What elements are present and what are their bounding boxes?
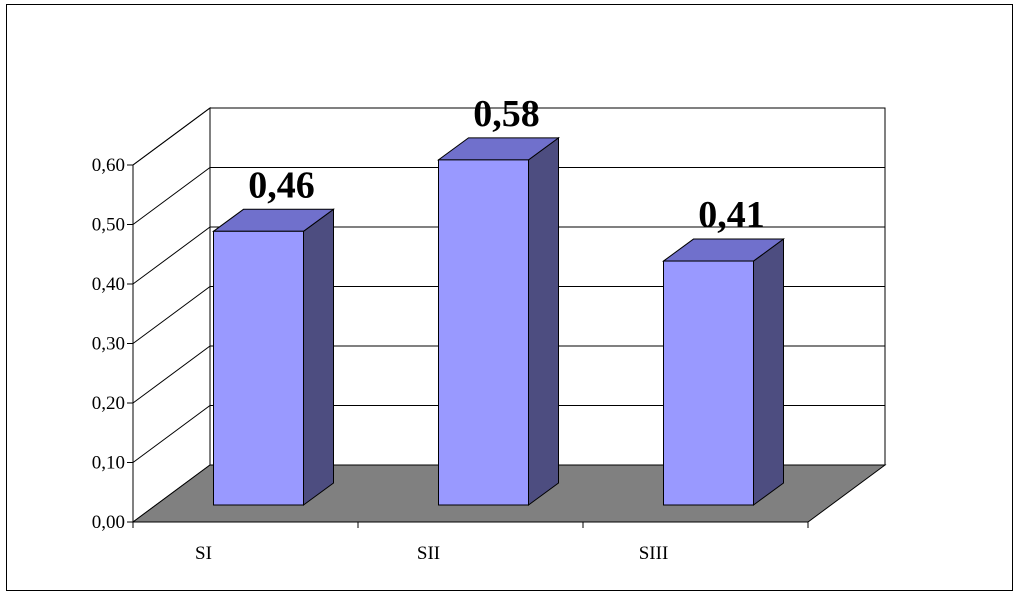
- y-tick-label: 0,10: [92, 453, 125, 474]
- y-tick-label: 0,20: [92, 393, 125, 414]
- data-label-sii: 0,58: [473, 93, 540, 135]
- gridline: [132, 286, 885, 344]
- bar-si: [213, 230, 304, 506]
- bar-siii-side: [753, 238, 784, 506]
- bar-si-side: [303, 208, 334, 506]
- gridline: [132, 107, 885, 166]
- data-label-siii: 0,41: [698, 194, 765, 236]
- y-tick-label: 0,50: [92, 215, 125, 236]
- x-tick-label-sii: SII: [417, 543, 440, 564]
- x-tick-label-siii: SIII: [639, 543, 669, 564]
- y-tick-label: 0,00: [92, 512, 125, 533]
- y-tick-label: 0,30: [92, 334, 125, 355]
- x-tick-label-si: SI: [195, 543, 212, 564]
- y-tick-label: 0,60: [92, 155, 125, 176]
- y-tick-label: 0,40: [92, 274, 125, 295]
- bar-sii: [438, 159, 529, 506]
- gridline: [132, 167, 885, 225]
- gridline: [132, 345, 885, 404]
- gridline: [132, 405, 885, 463]
- bar-sii-side: [528, 136, 559, 506]
- data-label-si: 0,46: [248, 164, 315, 206]
- gridline: [132, 226, 885, 285]
- bar-siii: [663, 260, 754, 506]
